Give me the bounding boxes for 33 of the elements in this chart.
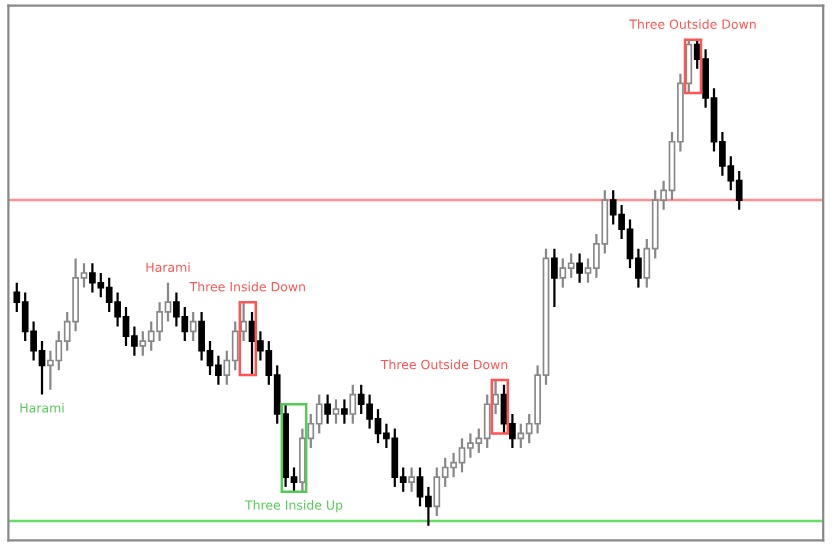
candlestick <box>139 330 147 357</box>
candlestick <box>189 310 197 343</box>
candlestick <box>500 383 508 435</box>
candlestick <box>559 257 567 289</box>
candlestick <box>215 354 222 386</box>
candlestick <box>735 169 743 211</box>
candlestick <box>567 252 575 279</box>
candlestick <box>450 451 457 479</box>
candlestick <box>576 252 583 284</box>
candlestick <box>299 427 306 493</box>
candlestick <box>551 247 558 309</box>
candlestick <box>38 339 46 396</box>
candlestick <box>349 383 357 425</box>
candlestick <box>433 466 441 518</box>
candlestick <box>198 310 205 362</box>
candlestick <box>366 393 373 430</box>
candlestick <box>332 398 340 425</box>
candlestick <box>156 301 163 343</box>
candlestick <box>89 262 96 294</box>
candlestick <box>517 422 525 450</box>
candlestick <box>416 466 424 508</box>
candlestick <box>97 271 105 299</box>
candlestick <box>315 393 323 435</box>
candlestick <box>374 408 382 445</box>
candlestick <box>248 310 256 377</box>
candlestick <box>341 398 348 425</box>
candlestick <box>458 437 466 474</box>
candlestick <box>122 305 130 348</box>
candlestick <box>408 466 415 493</box>
candlestick <box>467 432 474 459</box>
candlestick <box>173 291 180 328</box>
candlestick <box>391 427 399 489</box>
candlestick <box>324 393 331 425</box>
